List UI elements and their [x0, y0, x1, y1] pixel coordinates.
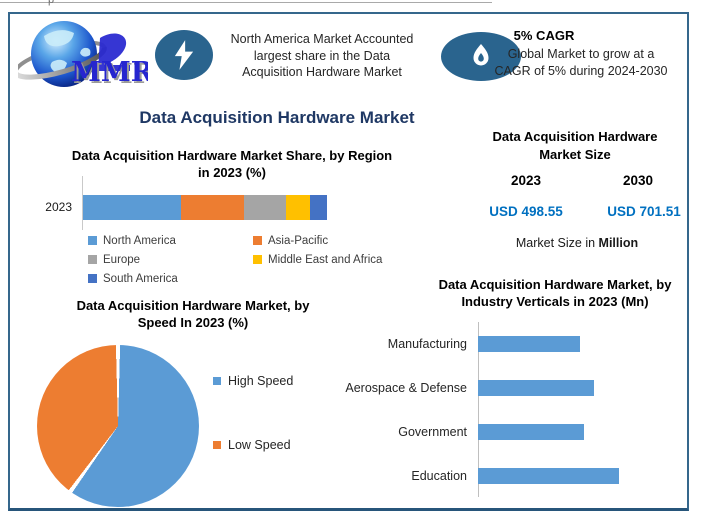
market-size-value-2023: USD 498.55: [489, 204, 563, 219]
logo-text: MMR: [71, 57, 148, 88]
vbar-label: Manufacturing: [387, 337, 467, 351]
cagr-line: Global Market to grow at a: [507, 47, 655, 61]
region-chart-category-label: 2023: [45, 200, 72, 214]
speed-pie-chart: [37, 345, 199, 507]
vbar: [478, 380, 594, 396]
legend-label: North America: [103, 234, 176, 247]
callout-north-america: North America Market Accounted largest s…: [220, 31, 424, 81]
vbar-row-aerospace-defense: Aerospace & Defense: [340, 366, 640, 410]
cagr-line: CAGR of 5% during 2024-2030: [494, 63, 668, 78]
legend-item-middle-east-and-africa: Middle East and Africa: [253, 250, 382, 269]
region-segment-north-america: [83, 195, 181, 220]
market-size-caption: Market Size in Million: [478, 236, 676, 250]
legend-item-low-speed: Low Speed: [213, 438, 291, 452]
logo-swoosh-2: [98, 33, 130, 71]
caption-unit: Million: [598, 236, 639, 250]
page-title: Data Acquisition Hardware Market: [139, 108, 415, 127]
vbar-row-manufacturing: Manufacturing: [340, 322, 640, 366]
legend-label: Low Speed: [228, 438, 291, 452]
legend-swatch: [253, 236, 262, 245]
region-chart-legend: North America Europe South America Asia-Pac…: [88, 231, 382, 288]
vbar-label: Government: [398, 425, 467, 439]
globe-continents: [44, 30, 91, 73]
callout-line: North America Market Accounted: [230, 32, 414, 46]
market-size-year-2030: 2030: [622, 173, 654, 188]
market-size-year-2023: 2023: [510, 173, 542, 188]
legend-swatch: [213, 441, 221, 449]
legend-swatch: [88, 236, 97, 245]
flame-icon: [473, 43, 489, 65]
legend-swatch: [213, 377, 221, 385]
legend-item-north-america: North America: [88, 231, 253, 250]
vbar-row-education: Education: [340, 454, 640, 498]
legend-item-asia-pacific: Asia-Pacific: [253, 231, 382, 250]
legend-swatch: [88, 255, 97, 264]
legend-label: Middle East and Africa: [268, 253, 383, 266]
region-segment-europe: [244, 195, 286, 220]
mmr-logo: MMR MMR: [18, 21, 148, 90]
legend-label: Asia-Pacific: [268, 234, 329, 247]
lightning-badge: [155, 30, 213, 80]
cagr-text: Global Market to grow at a CAGR of 5% du…: [483, 46, 679, 79]
legend-swatch: [253, 255, 262, 264]
vbar: [478, 336, 580, 352]
verticals-chart-axis: [478, 322, 479, 497]
legend-item-europe: Europe: [88, 250, 253, 269]
region-segment-south-america: [309, 195, 327, 220]
region-stacked-bar: [83, 195, 327, 220]
legend-item-high-speed: High Speed: [213, 374, 293, 388]
region-segment-asia-pacific: [180, 195, 245, 220]
logo-text-shadow: MMR: [73, 59, 148, 90]
speed-chart-title: Data Acquisition Hardware Market, by Spe…: [76, 298, 310, 330]
vbar-label: Aerospace & Defense: [345, 381, 467, 395]
callout-line: Acquisition Hardware Market: [242, 65, 402, 79]
legend-label: Europe: [103, 253, 141, 266]
market-size-title: Data Acquisition Hardware Market Size: [492, 129, 658, 162]
legend-item-south-america: South America: [88, 269, 253, 288]
vbar-row-government: Government: [340, 410, 640, 454]
content-frame: [8, 12, 689, 511]
vbar-label: Education: [411, 469, 467, 483]
cagr-badge: [441, 32, 521, 81]
region-segment-middle-east-and-africa: [285, 195, 310, 220]
legend-label: High Speed: [228, 374, 294, 388]
lightning-icon: [174, 40, 194, 70]
cagr-title: 5% CAGR: [513, 28, 575, 43]
legend-label: South America: [103, 272, 178, 285]
verticals-chart-title: Data Acquisition Hardware Market, by Ind…: [438, 277, 672, 309]
region-chart-axis: [82, 176, 83, 230]
legend-swatch: [88, 274, 97, 283]
caption-prefix: Market Size in: [515, 236, 599, 250]
vbar: [478, 468, 619, 484]
vbar: [478, 424, 584, 440]
region-chart-title: Data Acquisition Hardware Market Share, …: [71, 148, 393, 180]
verticals-bar-chart: Manufacturing Aerospace & Defense Governme…: [340, 322, 640, 498]
cropped-text-line: [0, 2, 492, 3]
market-size-value-2030: USD 701.51: [607, 204, 681, 219]
callout-line: largest share in the Data: [253, 48, 391, 63]
cropped-text-fragment: p: [48, 0, 55, 6]
